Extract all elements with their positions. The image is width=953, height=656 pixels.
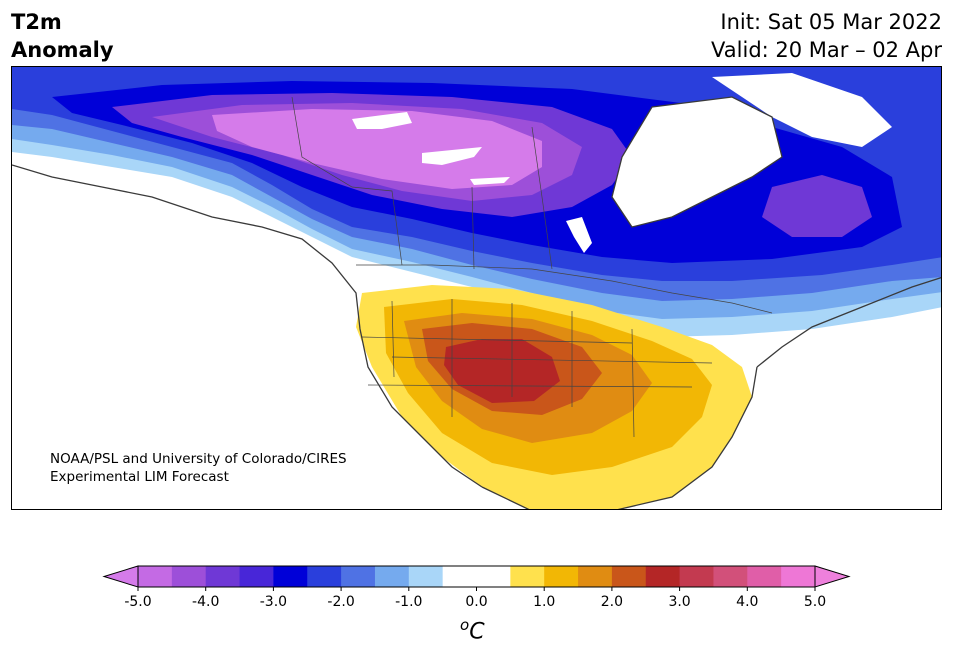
colorbar-over-arrow xyxy=(814,565,851,588)
colorbar-unit: oC xyxy=(460,616,485,644)
colorbar-tick-label: 4.0 xyxy=(736,594,758,610)
political-borders xyxy=(291,96,773,438)
map-title-line1: T2m xyxy=(11,10,62,34)
colorbar-box xyxy=(544,566,579,587)
great-bear-lake xyxy=(352,112,412,129)
anomaly-map: NOAA/PSL and University of Colorado/CIRE… xyxy=(11,66,942,510)
colorbar-box xyxy=(341,566,376,587)
colorbar-tick-label: 0.0 xyxy=(465,594,487,610)
colorbar-box xyxy=(442,566,477,587)
lake-winnipeg xyxy=(566,217,592,253)
colorbar-box xyxy=(578,566,613,587)
colorbar-box xyxy=(713,566,748,587)
colorbar-boxes xyxy=(138,566,816,587)
map-title-line2: Anomaly xyxy=(11,38,114,62)
cold-magenta-region xyxy=(212,109,542,189)
colorbar-box xyxy=(171,566,207,587)
colorbar-box xyxy=(239,566,274,587)
colorbar-box xyxy=(679,566,714,587)
map-svg xyxy=(12,67,941,509)
colorbar-tick-label: -5.0 xyxy=(124,594,151,610)
colorbar-under-arrow xyxy=(102,565,139,588)
colorbar-box xyxy=(747,566,782,587)
colorbar-tick-label: -2.0 xyxy=(327,594,354,610)
colorbar-box xyxy=(374,566,410,587)
coastlines xyxy=(12,96,941,509)
colorbar-box xyxy=(408,566,444,587)
baffin-water xyxy=(712,73,892,147)
colorbar-box xyxy=(611,566,647,587)
credit-line2: Experimental LIM Forecast xyxy=(50,469,229,485)
hudson-bay xyxy=(612,97,782,227)
credit-line1: NOAA/PSL and University of Colorado/CIRE… xyxy=(50,451,347,467)
map-title: T2m Anomaly xyxy=(11,8,114,64)
colorbar-box xyxy=(476,566,511,587)
colorbar-tick-label: 3.0 xyxy=(668,594,690,610)
colorbar-tick-label: 2.0 xyxy=(601,594,623,610)
colorbar-box xyxy=(781,566,816,587)
warm-red-region xyxy=(444,339,560,403)
athabasca-lake xyxy=(470,177,510,185)
colorbar-ticks: -5.0 -4.0 -3.0 -2.0 -1.0 0.0 1.0 2.0 3.0 4.0 5.0 xyxy=(124,587,826,610)
colorbar-box xyxy=(510,566,545,587)
colorbar-box xyxy=(307,566,342,587)
valid-range: Valid: 20 Mar – 02 Apr xyxy=(711,38,942,62)
init-date: Init: Sat 05 Mar 2022 xyxy=(720,10,942,34)
colorbar-box xyxy=(138,566,173,587)
unit-celsius: C xyxy=(469,619,485,645)
colorbar-tick-label: -1.0 xyxy=(395,594,422,610)
data-credit: NOAA/PSL and University of Colorado/CIRE… xyxy=(50,450,347,486)
forecast-dates: Init: Sat 05 Mar 2022 Valid: 20 Mar – 02… xyxy=(711,8,942,64)
colorbar-tick-label: -3.0 xyxy=(260,594,287,610)
colorbar-box xyxy=(645,566,681,587)
colorbar-box xyxy=(205,566,241,587)
colorbar-box xyxy=(273,566,308,587)
colorbar-tick-label: -4.0 xyxy=(192,594,219,610)
colorbar-tick-label: 1.0 xyxy=(533,594,555,610)
colorbar-tick-label: 5.0 xyxy=(804,594,826,610)
unit-degree: o xyxy=(460,616,470,634)
great-slave-lake xyxy=(422,147,482,165)
